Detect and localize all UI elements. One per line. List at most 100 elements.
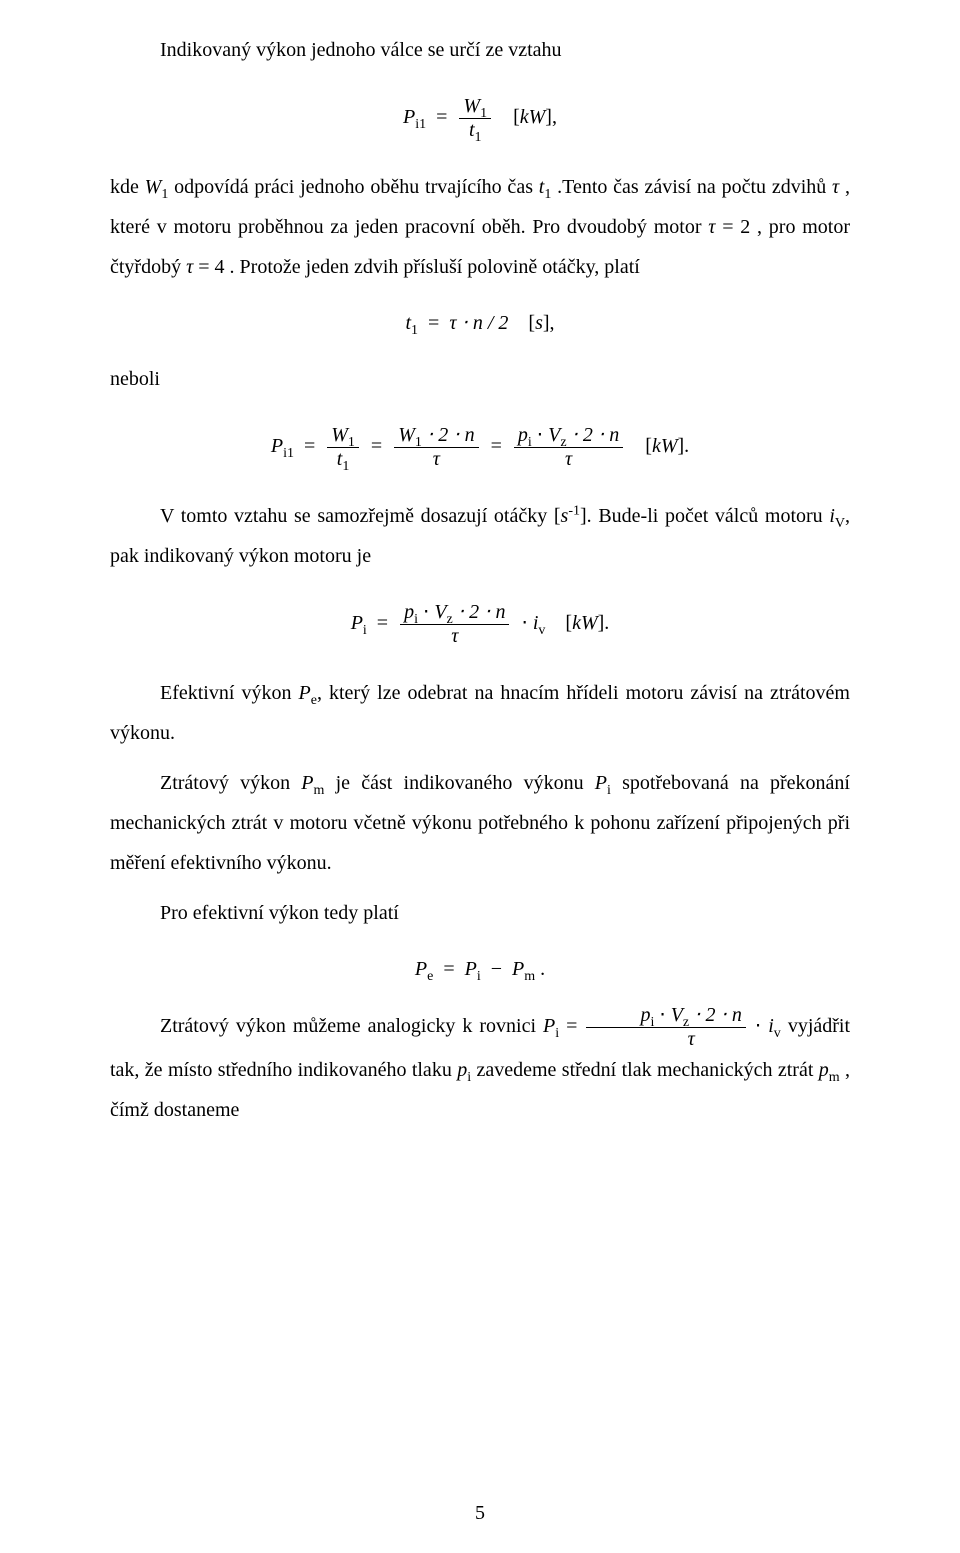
- sym: V: [548, 424, 560, 446]
- eq4-trail: .: [604, 612, 609, 634]
- eq4-frac: pi ⋅ Vz ⋅ 2 ⋅ n τ: [400, 602, 509, 647]
- sub: i: [528, 435, 532, 450]
- sym: P: [415, 958, 427, 980]
- eq3-frac1: W1 t1: [327, 425, 359, 470]
- paragraph-1: Indikovaný výkon jednoho válce se určí z…: [110, 30, 850, 70]
- sym: P: [465, 958, 477, 980]
- paragraph-8: Ztrátový výkon můžeme analogicky k rovni…: [110, 1005, 850, 1130]
- text: . Protože jeden zdvih přísluší polovině …: [230, 256, 640, 278]
- eq1-den-sub: 1: [475, 130, 482, 145]
- sym: V: [434, 601, 446, 623]
- sym: p: [518, 424, 528, 446]
- tail: ⋅ 2 ⋅ n: [567, 424, 620, 446]
- sub: v: [538, 623, 545, 638]
- paragraph-7: Pro efektivní výkon tedy platí: [110, 893, 850, 933]
- eq3-unit: kW: [652, 435, 678, 457]
- text: Indikovaný výkon jednoho válce se určí z…: [160, 39, 562, 61]
- equation-2: t1 = τ ⋅ n / 2 [s],: [110, 313, 850, 333]
- sub-i: i: [467, 1070, 471, 1085]
- sym: p: [404, 601, 414, 623]
- eq4-unit: kW: [572, 612, 598, 634]
- sym-pi: p: [457, 1059, 467, 1081]
- paragraph-4: V tomto vztahu se samozřejmě dosazují ot…: [110, 496, 850, 576]
- text: neboli: [110, 368, 160, 390]
- text: Ztrátový výkon můžeme analogicky k rovni…: [160, 1015, 543, 1037]
- text: V tomto vztahu se samozřejmě dosazují ot…: [160, 505, 561, 527]
- equation-5: Pe = Pi − Pm .: [110, 959, 850, 979]
- equation-4: Pi = pi ⋅ Vz ⋅ 2 ⋅ n τ ⋅ iv [kW].: [110, 602, 850, 647]
- sub-1: 1: [161, 187, 168, 202]
- eq4-lhs-sub: i: [363, 623, 367, 638]
- sym: τ: [451, 625, 458, 647]
- sym: τ: [433, 448, 440, 470]
- eq1-trail: ,: [552, 106, 557, 128]
- eq1-lhs-sub: i1: [415, 117, 426, 132]
- eq2-unit: s: [535, 312, 543, 334]
- sym: V: [671, 1004, 683, 1026]
- paragraph-5: Efektivní výkon Pe, který lze odebrat na…: [110, 673, 850, 753]
- paragraph-2: kde W1 odpovídá práci jednoho oběhu trva…: [110, 167, 850, 287]
- sub: e: [427, 969, 433, 984]
- sub: i: [477, 969, 481, 984]
- sub: 1: [348, 435, 355, 450]
- sub: i: [414, 612, 418, 627]
- eq3-frac3: pi ⋅ Vz ⋅ 2 ⋅ n τ: [514, 425, 623, 470]
- text: Efektivní výkon: [160, 682, 299, 704]
- text: = 2: [715, 216, 750, 238]
- eq1-unit: kW: [520, 106, 546, 128]
- sub: i: [650, 1015, 654, 1030]
- sym-W1: W: [145, 176, 162, 198]
- text: ]. Bude-li počet válců motoru: [580, 505, 829, 527]
- sym-tau: τ: [832, 176, 839, 198]
- sym: W: [331, 424, 348, 446]
- eq3-trail: .: [684, 435, 689, 457]
- sub-m: m: [314, 783, 325, 798]
- equation-1: Pi1 = W1 t1 [kW],: [110, 96, 850, 141]
- equation-3: Pi1 = W1 t1 = W1 ⋅ 2 ⋅ n τ = pi ⋅ Vz ⋅ 2…: [110, 425, 850, 470]
- eq3-lhs-sym: P: [271, 435, 283, 457]
- eq1-num-sym: W: [463, 95, 480, 117]
- sub: 1: [415, 435, 422, 450]
- eq5-trail: .: [540, 958, 545, 980]
- sym: P: [543, 1015, 555, 1037]
- eq2-lhs-sub: 1: [411, 323, 418, 338]
- eq2-rhs: τ ⋅ n / 2: [449, 312, 508, 334]
- eq1-frac: W1 t1: [459, 96, 491, 141]
- eq1-num-sub: 1: [480, 106, 487, 121]
- sym-Pm: P: [301, 772, 313, 794]
- text: odpovídá práci jednoho oběhu trvajícího …: [174, 176, 539, 198]
- sym: P: [512, 958, 524, 980]
- page-root: Indikovaný výkon jednoho válce se určí z…: [0, 0, 960, 1553]
- page-number: 5: [0, 1493, 960, 1533]
- eq1-lhs-sym: P: [403, 106, 415, 128]
- sym-pm: p: [819, 1059, 829, 1081]
- text: = 4: [193, 256, 224, 278]
- text: Pro efektivní výkon tedy platí: [160, 902, 399, 924]
- sub-m: m: [829, 1070, 840, 1085]
- sym: τ: [565, 448, 572, 470]
- sym: τ: [688, 1028, 695, 1050]
- sub: m: [524, 969, 535, 984]
- sym-Pi: P: [595, 772, 607, 794]
- tail: ⋅ 2 ⋅ n: [689, 1004, 742, 1026]
- eq2-trail: ,: [550, 312, 555, 334]
- tail: ⋅ 2 ⋅ n: [422, 424, 475, 446]
- eq4-lhs-sym: P: [351, 612, 363, 634]
- text: .Tento čas závisí na počtu zdvihů: [557, 176, 832, 198]
- eq3-lhs-sub: i1: [283, 446, 294, 461]
- p8-inline-frac: pi ⋅ Vz ⋅ 2 ⋅ nτ: [586, 1005, 745, 1050]
- paragraph-3: neboli: [110, 359, 850, 399]
- sub: i: [555, 1026, 559, 1041]
- sym-Pe: P: [299, 682, 311, 704]
- sub-V: V: [835, 516, 845, 531]
- text: kde: [110, 176, 145, 198]
- sup-neg1: -1: [568, 503, 580, 518]
- tail: ⋅ 2 ⋅ n: [453, 601, 506, 623]
- sym: W: [398, 424, 415, 446]
- sub: v: [774, 1026, 781, 1041]
- text: je část indikovaného výkonu: [324, 772, 594, 794]
- text: Ztrátový výkon: [160, 772, 301, 794]
- eq3-frac2: W1 ⋅ 2 ⋅ n τ: [394, 425, 478, 470]
- sym: p: [640, 1004, 650, 1026]
- sub-1: 1: [544, 187, 551, 202]
